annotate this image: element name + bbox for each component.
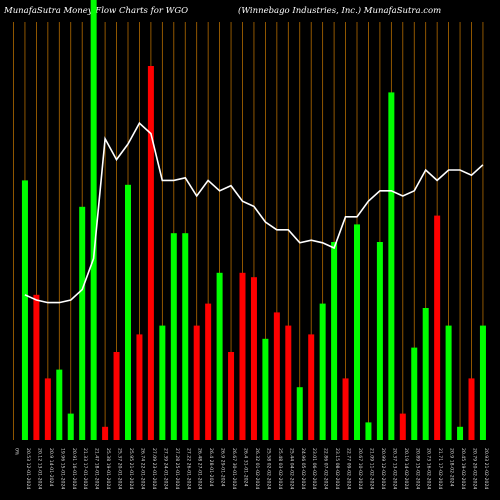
bar-20 bbox=[239, 272, 246, 440]
bar-21 bbox=[250, 277, 257, 440]
bar-25 bbox=[296, 387, 303, 440]
x-tick-label: 20.99 12-02-2024 bbox=[380, 448, 386, 489]
bar-12 bbox=[147, 66, 154, 440]
x-tick-label: 27.22 26-01-2024 bbox=[185, 448, 191, 489]
x-tick-label: 26.74 22-01-2024 bbox=[139, 448, 145, 489]
bar-19 bbox=[228, 352, 235, 440]
x-tick-label: 26.9 29-01-2024 bbox=[220, 448, 226, 486]
x-tick-label: 22.77 09-02-2024 bbox=[346, 448, 352, 489]
bars bbox=[21, 0, 486, 441]
x-axis-labels: 0% 20.53 12-01-2024 20.12 13-01-2024 20.9 1… bbox=[14, 448, 489, 489]
x-tick-label: 23.15 08-02-2024 bbox=[334, 448, 340, 489]
bar-13 bbox=[159, 325, 166, 440]
bar-6 bbox=[79, 206, 86, 440]
x-tick-label: 20.19 14-02-2024 bbox=[403, 448, 409, 489]
bar-4 bbox=[56, 369, 63, 440]
x-tick-label: 20.53 12-01-2024 bbox=[25, 448, 31, 489]
bar-2 bbox=[33, 294, 40, 440]
bar-24 bbox=[285, 325, 292, 440]
bar-10 bbox=[125, 184, 131, 440]
bar-41 bbox=[479, 325, 486, 440]
chart-subtitle: (Winnebago Industries, Inc.) MunafaSutra… bbox=[238, 6, 442, 16]
x-tick-label: 20.89 15-02-2024 bbox=[414, 448, 420, 489]
bar-8 bbox=[102, 426, 109, 440]
bar-30 bbox=[354, 224, 360, 440]
x-tick-label: 25.48 03-02-2024 bbox=[277, 448, 283, 489]
bar-40 bbox=[468, 378, 475, 440]
bar-9 bbox=[113, 352, 120, 440]
x-tick-label: 20.45 19-02-2024 bbox=[460, 448, 466, 489]
x-tick-label: 26.67 30-01-2024 bbox=[231, 448, 237, 489]
bar-3 bbox=[44, 378, 51, 440]
bar-28 bbox=[331, 242, 338, 440]
x-tick-label: 26.48 27-01-2024 bbox=[197, 448, 203, 489]
x-tick-label: 20.73 16-02-2024 bbox=[426, 448, 432, 489]
bar-16 bbox=[193, 325, 200, 440]
bar-35 bbox=[411, 347, 418, 440]
bar-37 bbox=[434, 215, 441, 440]
bar-14 bbox=[170, 233, 177, 440]
x-tick-label: 21.09 11-02-2024 bbox=[368, 448, 374, 489]
x-tick-label: 21.47 18-01-2024 bbox=[94, 448, 100, 489]
x-tick-label: 26.32 01-02-2024 bbox=[254, 448, 260, 489]
x-tick-label: 27.39 24-01-2024 bbox=[162, 448, 168, 489]
x-tick-label: 20.79 20-02-2024 bbox=[472, 448, 478, 489]
bar-11 bbox=[136, 334, 143, 440]
bar-33 bbox=[388, 92, 395, 441]
x-tick-label: 25.95 21-01-2024 bbox=[128, 448, 134, 489]
price-line-path bbox=[24, 121, 484, 304]
x-tick-label: 20.37 13-02-2024 bbox=[391, 448, 397, 489]
bar-7 bbox=[90, 0, 97, 440]
price-line bbox=[24, 121, 484, 304]
x-tick-label: 20.12 13-01-2024 bbox=[36, 448, 42, 489]
x-tick-label: 20.67 10-02-2024 bbox=[357, 448, 363, 489]
bar-38 bbox=[445, 325, 452, 440]
bar-34 bbox=[399, 413, 406, 440]
bar-31 bbox=[365, 422, 372, 440]
x-tick-label: 25.37 20-01-2024 bbox=[117, 448, 123, 489]
x-tick-label: 25.38 19-01-2024 bbox=[105, 448, 111, 489]
bar-26 bbox=[308, 334, 315, 440]
x-tick-label: 20.93 21-02-2024 bbox=[483, 448, 489, 489]
x-tick-label: 26.4 28-01-2024 bbox=[208, 448, 214, 486]
x-tick-label: 27.09 23-01-2024 bbox=[151, 448, 157, 489]
bar-15 bbox=[182, 233, 189, 440]
bar-27 bbox=[319, 303, 326, 440]
bar-1 bbox=[21, 180, 28, 440]
bar-39 bbox=[457, 426, 464, 440]
bar-32 bbox=[376, 242, 383, 440]
x-tick-label: 20.9 18-02-2024 bbox=[449, 448, 455, 486]
bar-5 bbox=[67, 413, 74, 440]
x-tick-label: 25.58 02-02-2024 bbox=[265, 448, 271, 489]
bar-36 bbox=[422, 308, 429, 440]
x-tick-label: 21.33 17-01-2024 bbox=[82, 448, 88, 489]
x-tick-label: 23.01 06-02-2024 bbox=[311, 448, 317, 489]
x-tick-label: 21.71 17-02-2024 bbox=[437, 448, 443, 489]
bar-17 bbox=[205, 303, 212, 440]
x-tick-label: 27.28 25-01-2024 bbox=[174, 448, 180, 489]
x-tick-label: 26.4 31-01-2024 bbox=[243, 448, 249, 486]
x-tick-label: 25.44 04-02-2024 bbox=[288, 448, 294, 489]
x-tick-label: 22.86 07-02-2024 bbox=[323, 448, 329, 489]
x-tick-label: 19.96 15-01-2024 bbox=[59, 448, 65, 489]
bar-18 bbox=[216, 272, 223, 440]
x-tick-label: 24.96 05-02-2024 bbox=[300, 448, 306, 489]
x-tick-label: 0% bbox=[14, 448, 20, 456]
x-tick-label: 20.9 14-01-2024 bbox=[48, 448, 54, 486]
x-tick-label: 20.91 16-01-2024 bbox=[71, 448, 77, 489]
bar-23 bbox=[273, 312, 280, 440]
bar-29 bbox=[342, 378, 349, 440]
bar-22 bbox=[262, 338, 269, 440]
